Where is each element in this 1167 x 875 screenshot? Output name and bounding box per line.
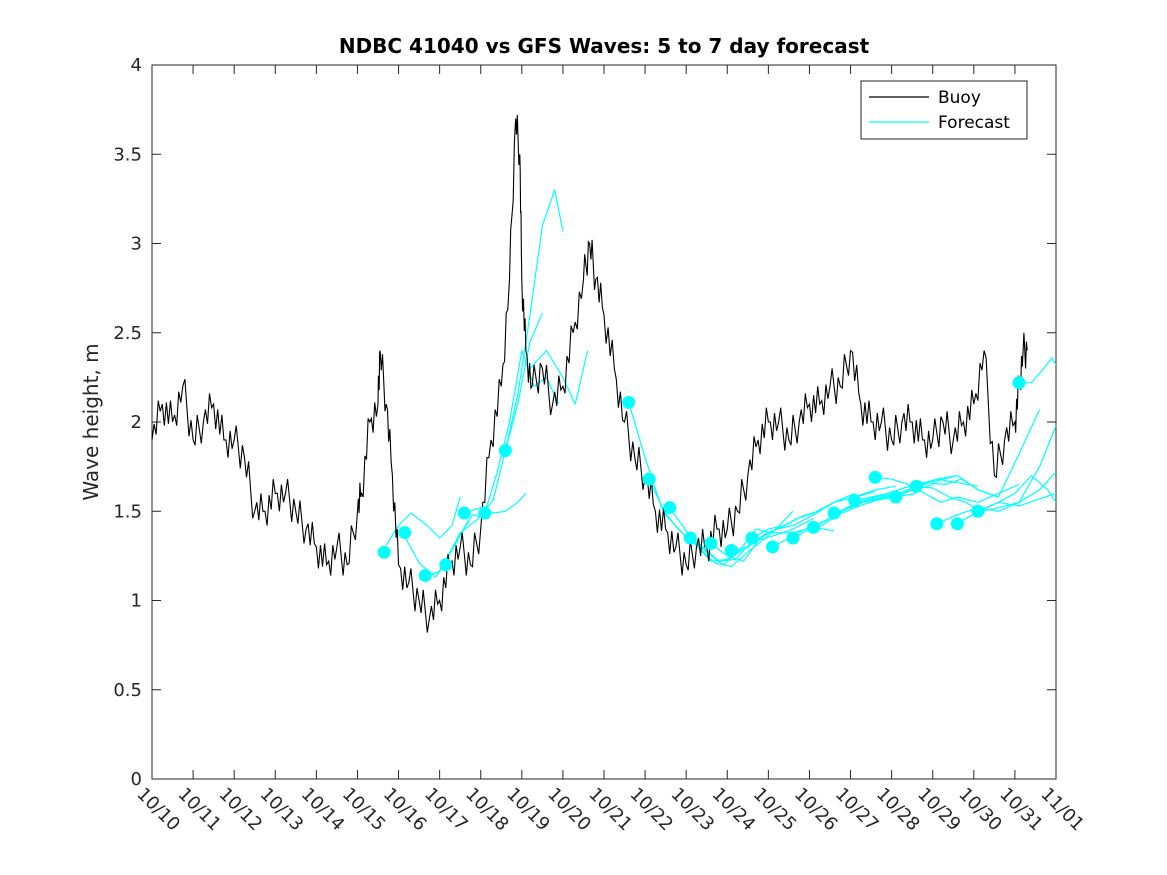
forecast-marker bbox=[848, 494, 862, 508]
legend-box bbox=[860, 80, 1028, 140]
forecast-line bbox=[936, 471, 1057, 525]
y-tick-label: 2.5 bbox=[113, 323, 142, 344]
forecast-line bbox=[385, 496, 461, 546]
forecast-marker bbox=[765, 540, 779, 554]
forecast-marker bbox=[377, 545, 391, 559]
forecast-line bbox=[529, 350, 589, 405]
forecast-marker bbox=[950, 517, 964, 531]
y-tick-label: 3.5 bbox=[113, 144, 142, 165]
forecast-marker bbox=[439, 558, 453, 572]
y-tick-label: 2 bbox=[131, 412, 142, 433]
forecast-marker bbox=[478, 506, 492, 520]
forecast-line bbox=[443, 312, 543, 566]
y-tick-label: 0.5 bbox=[113, 680, 142, 701]
forecast-marker bbox=[971, 504, 985, 518]
legend-forecast-label: Forecast bbox=[938, 113, 1010, 133]
forecast-marker bbox=[398, 526, 412, 540]
y-tick-label: 4 bbox=[131, 55, 142, 76]
forecast-marker bbox=[642, 472, 656, 486]
forecast-line bbox=[1019, 357, 1057, 384]
y-axis: 0 0.5 1 1.5 2 2.5 3 3.5 4 bbox=[113, 55, 1056, 790]
forecast-line bbox=[875, 476, 1020, 503]
series-layer bbox=[151, 114, 1057, 633]
y-tick-label: 0 bbox=[131, 769, 142, 790]
forecast-marker bbox=[909, 479, 923, 493]
forecast-line bbox=[751, 485, 896, 539]
forecast-marker bbox=[930, 517, 944, 531]
legend: Buoy Forecast bbox=[860, 80, 1028, 140]
forecast-line bbox=[484, 350, 560, 514]
forecast-marker bbox=[889, 490, 903, 504]
y-tick-label: 1.5 bbox=[113, 501, 142, 522]
forecast-marker bbox=[457, 506, 471, 520]
y-axis-label: Wave height, m bbox=[79, 343, 103, 500]
forecast-marker bbox=[868, 470, 882, 484]
forecast-marker bbox=[807, 520, 821, 534]
y-tick-label: 1 bbox=[131, 591, 142, 612]
forecast-marker bbox=[724, 544, 738, 558]
forecast-marker bbox=[745, 531, 759, 545]
forecast-marker bbox=[704, 536, 718, 550]
chart-title: NDBC 41040 vs GFS Waves: 5 to 7 day fore… bbox=[339, 34, 870, 58]
forecast-marker bbox=[1012, 376, 1026, 390]
forecast-line bbox=[977, 475, 1057, 512]
legend-buoy-label: Buoy bbox=[938, 88, 981, 108]
forecast-marker bbox=[418, 569, 432, 583]
y-tick-label: 3 bbox=[131, 234, 142, 255]
forecast-marker bbox=[827, 506, 841, 520]
forecast-marker bbox=[683, 531, 697, 545]
forecast-marker bbox=[786, 531, 800, 545]
buoy-line bbox=[151, 114, 1028, 633]
forecast-marker bbox=[498, 444, 512, 458]
forecast-line bbox=[464, 492, 527, 514]
forecast-marker bbox=[663, 501, 677, 515]
forecast-marker bbox=[622, 395, 636, 409]
forecast-line bbox=[504, 189, 564, 451]
